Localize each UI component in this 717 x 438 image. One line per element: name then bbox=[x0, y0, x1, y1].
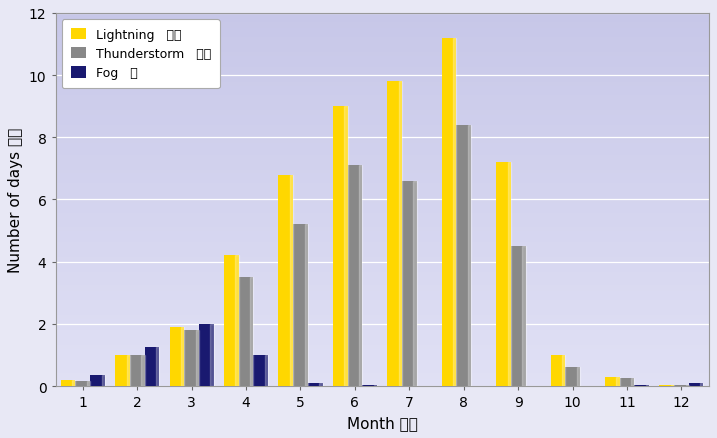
Bar bbox=[631, 378, 635, 386]
Bar bbox=[61, 380, 75, 386]
X-axis label: Month 月份: Month 月份 bbox=[346, 415, 417, 430]
Bar bbox=[689, 383, 703, 386]
Bar bbox=[457, 126, 471, 386]
Bar bbox=[196, 330, 199, 386]
Bar bbox=[701, 383, 703, 386]
Bar bbox=[399, 82, 402, 386]
Bar bbox=[635, 385, 649, 386]
Bar bbox=[453, 39, 457, 386]
Bar bbox=[551, 355, 565, 386]
Bar bbox=[224, 256, 239, 386]
Bar bbox=[130, 355, 145, 386]
Bar bbox=[508, 163, 511, 386]
Bar bbox=[359, 166, 362, 386]
Bar bbox=[646, 385, 649, 386]
Bar bbox=[169, 327, 184, 386]
Bar bbox=[278, 175, 293, 386]
Bar bbox=[617, 377, 619, 386]
Legend: Lightning   閣電, Thunderstorm   雷暴, Fog   霧: Lightning 閣電, Thunderstorm 雷暴, Fog 霧 bbox=[62, 20, 219, 89]
Bar bbox=[87, 381, 90, 386]
Bar bbox=[210, 324, 214, 386]
Bar bbox=[576, 367, 580, 386]
Bar bbox=[265, 355, 268, 386]
Bar bbox=[605, 377, 619, 386]
Bar bbox=[319, 383, 323, 386]
Bar bbox=[102, 375, 105, 386]
Y-axis label: Number of days 日數: Number of days 日數 bbox=[9, 127, 24, 272]
Bar bbox=[562, 355, 565, 386]
Bar bbox=[671, 385, 674, 386]
Bar bbox=[235, 256, 239, 386]
Bar bbox=[496, 163, 511, 386]
Bar bbox=[199, 324, 214, 386]
Bar bbox=[511, 247, 526, 386]
Bar bbox=[333, 107, 348, 386]
Bar bbox=[72, 380, 75, 386]
Bar bbox=[660, 385, 674, 386]
Bar bbox=[181, 327, 184, 386]
Bar bbox=[468, 126, 471, 386]
Bar bbox=[414, 181, 417, 386]
Bar bbox=[156, 347, 159, 386]
Bar bbox=[141, 355, 145, 386]
Bar bbox=[374, 385, 377, 386]
Bar bbox=[522, 247, 526, 386]
Bar bbox=[362, 385, 377, 386]
Bar bbox=[250, 278, 253, 386]
Bar bbox=[290, 175, 293, 386]
Bar bbox=[348, 166, 362, 386]
Bar bbox=[145, 347, 159, 386]
Bar bbox=[184, 330, 199, 386]
Bar bbox=[619, 378, 635, 386]
Bar bbox=[75, 381, 90, 386]
Bar bbox=[674, 385, 689, 386]
Bar bbox=[239, 278, 253, 386]
Bar bbox=[387, 82, 402, 386]
Bar bbox=[344, 107, 348, 386]
Bar bbox=[442, 39, 457, 386]
Bar bbox=[127, 355, 130, 386]
Bar bbox=[565, 367, 580, 386]
Bar bbox=[293, 225, 308, 386]
Bar bbox=[253, 355, 268, 386]
Bar bbox=[90, 375, 105, 386]
Bar bbox=[685, 385, 689, 386]
Bar bbox=[305, 225, 308, 386]
Bar bbox=[308, 383, 323, 386]
Bar bbox=[115, 355, 130, 386]
Bar bbox=[402, 181, 417, 386]
